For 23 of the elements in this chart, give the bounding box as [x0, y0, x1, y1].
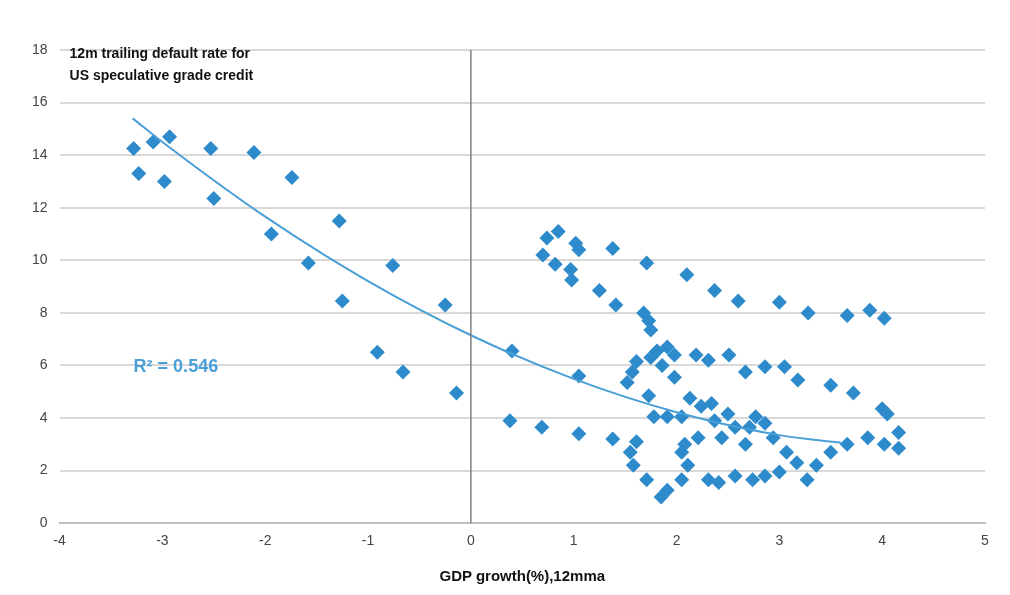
y-tick-label: 4 [39, 408, 48, 425]
x-axis-title: GDP growth(%),12mma [439, 567, 606, 585]
y-tick-label: 2 [39, 461, 48, 478]
x-tick-label: -3 [156, 532, 169, 549]
y-tick-label: 6 [39, 356, 48, 373]
y-tick-label: 10 [31, 251, 48, 268]
y-axis-title: 12m trailing default rate for US speculative grade credit [69, 44, 254, 83]
x-tick-label: 4 [878, 532, 887, 549]
x-tick-label: 1 [569, 532, 578, 549]
x-tick-label: -4 [53, 532, 67, 549]
x-tick-label: -2 [259, 532, 272, 549]
annotation: R² = 0.546 [133, 356, 219, 377]
x-tick-label: -1 [361, 532, 375, 549]
x-tick-label: 5 [981, 532, 990, 549]
x-tick-label: 0 [466, 532, 475, 549]
y-tick-label: 14 [31, 146, 48, 163]
y-tick-label: 16 [31, 93, 48, 110]
x-tick-label: 2 [672, 532, 681, 549]
y-tick-label: 0 [39, 514, 48, 531]
y-tick-label: 8 [39, 303, 48, 320]
y-tick-label: 18 [31, 40, 48, 57]
x-tick-label: 3 [775, 532, 784, 549]
y-tick-label: 12 [31, 198, 48, 215]
